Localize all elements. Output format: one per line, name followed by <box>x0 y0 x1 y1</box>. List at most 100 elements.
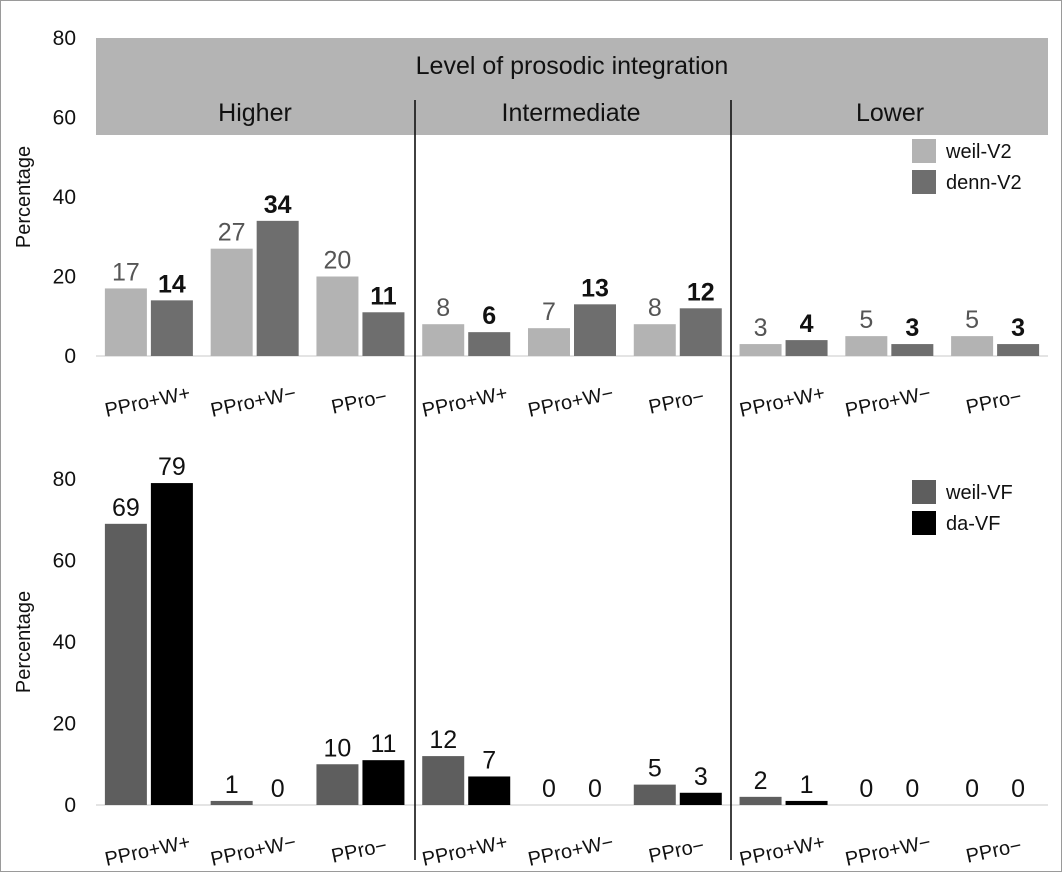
legend-swatch-denn-V2 <box>912 170 936 194</box>
bar-denn-V2-5 <box>574 304 616 356</box>
banner-title: Level of prosodic integration <box>416 52 729 80</box>
data-label-da-VF-9: 0 <box>1011 775 1025 803</box>
bar-weil-V2-3 <box>316 276 359 356</box>
data-label-weil-VF-5: 0 <box>542 775 556 803</box>
bar-weil-V2-5 <box>528 328 570 356</box>
data-label-denn-V2-9: 3 <box>1011 314 1025 342</box>
data-label-da-VF-5: 0 <box>588 775 602 803</box>
data-label-weil-V2-7: 3 <box>754 314 768 342</box>
data-label-denn-V2-3: 11 <box>370 282 397 310</box>
data-label-weil-V2-2: 27 <box>218 219 246 247</box>
bar-da-VF-3 <box>362 760 405 805</box>
category-label-4: PPro+W+ <box>420 382 509 422</box>
data-label-weil-VF-3: 10 <box>324 734 352 762</box>
y-tick-label: 60 <box>53 550 76 573</box>
data-label-da-VF-3: 11 <box>370 730 396 758</box>
category-label-1: PPro+W+ <box>103 831 192 871</box>
bar-weil-V2-1 <box>104 288 147 356</box>
category-label-1: PPro+W+ <box>103 382 192 422</box>
category-label-4: PPro+W+ <box>420 831 509 871</box>
legend-label-weil-V2: weil-V2 <box>945 141 1012 163</box>
data-label-denn-V2-2: 34 <box>264 191 292 219</box>
data-label-weil-VF-1: 69 <box>112 494 140 522</box>
category-label-7: PPro+W+ <box>738 831 827 871</box>
category-label-3: PPro− <box>329 835 389 868</box>
y-axis-label: Percentage <box>13 591 35 693</box>
data-label-weil-V2-5: 7 <box>542 298 556 326</box>
bar-denn-V2-1 <box>150 300 193 356</box>
category-label-6: PPro− <box>647 386 707 419</box>
bar-da-VF-4 <box>468 776 511 805</box>
data-label-denn-V2-7: 4 <box>800 310 814 338</box>
category-label-8: PPro+W− <box>843 382 932 422</box>
category-label-2: PPro+W− <box>209 831 298 871</box>
y-tick-label: 60 <box>53 107 76 130</box>
category-label-9: PPro− <box>964 835 1024 868</box>
data-label-weil-V2-1: 17 <box>112 258 140 286</box>
legend-label-denn-V2: denn-V2 <box>946 172 1022 194</box>
bar-weil-VF-4 <box>422 756 465 805</box>
bar-weil-V2-8 <box>845 336 888 356</box>
y-tick-label: 0 <box>64 345 76 368</box>
data-label-da-VF-8: 0 <box>905 775 919 803</box>
y-axis-label: Percentage <box>13 146 35 248</box>
data-label-weil-V2-4: 8 <box>436 294 450 322</box>
data-label-weil-VF-2: 1 <box>225 771 239 799</box>
data-label-denn-V2-4: 6 <box>482 302 496 330</box>
data-label-denn-V2-8: 3 <box>905 314 919 342</box>
bar-weil-VF-6 <box>633 784 676 805</box>
y-tick-label: 80 <box>53 27 76 50</box>
data-label-denn-V2-5: 13 <box>581 274 609 302</box>
bar-weil-V2-6 <box>633 324 676 356</box>
bar-weil-VF-7 <box>739 796 782 805</box>
legend-swatch-weil-V2 <box>912 139 936 163</box>
data-label-weil-V2-9: 5 <box>965 306 979 334</box>
bar-da-VF-1 <box>150 483 193 805</box>
bar-denn-V2-8 <box>891 344 934 356</box>
category-label-2: PPro+W− <box>209 382 298 422</box>
bar-denn-V2-6 <box>679 308 722 356</box>
bar-weil-V2-9 <box>951 336 994 356</box>
bar-da-VF-7 <box>785 800 828 805</box>
y-tick-label: 0 <box>64 794 76 817</box>
category-label-6: PPro− <box>647 835 707 868</box>
bar-da-VF-6 <box>679 792 722 805</box>
bar-denn-V2-3 <box>362 312 405 356</box>
data-label-denn-V2-6: 12 <box>687 278 715 306</box>
data-label-weil-V2-3: 20 <box>324 247 352 275</box>
category-label-7: PPro+W+ <box>738 382 827 422</box>
data-label-denn-V2-1: 14 <box>158 270 186 298</box>
panel-1: 0 20 40 60 80 Percentage Level of prosodic int… <box>13 27 1048 422</box>
data-label-weil-VF-6: 5 <box>648 755 662 783</box>
bar-weil-VF-2 <box>210 800 253 805</box>
bar-weil-VF-1 <box>104 523 147 805</box>
data-label-da-VF-2: 0 <box>271 775 285 803</box>
bar-weil-V2-4 <box>422 324 465 356</box>
category-label-5: PPro+W− <box>526 382 615 422</box>
legend-label-weil-VF: weil-VF <box>945 482 1013 504</box>
legend-swatch-da-VF <box>912 511 936 535</box>
data-label-weil-V2-8: 5 <box>859 306 873 334</box>
level-banner <box>96 38 1048 135</box>
data-label-da-VF-4: 7 <box>482 746 496 774</box>
bar-weil-VF-3 <box>316 764 359 805</box>
data-label-weil-VF-7: 2 <box>754 767 768 795</box>
level-label-intermediate: Intermediate <box>502 99 641 127</box>
data-label-weil-VF-4: 12 <box>429 726 457 754</box>
category-label-8: PPro+W− <box>843 831 932 871</box>
data-label-da-VF-1: 79 <box>158 453 186 481</box>
category-label-5: PPro+W− <box>526 831 615 871</box>
data-label-weil-V2-6: 8 <box>648 294 662 322</box>
bar-denn-V2-2 <box>256 220 299 356</box>
data-label-da-VF-7: 1 <box>800 771 814 799</box>
y-tick-label: 80 <box>53 468 76 491</box>
data-label-da-VF-6: 3 <box>694 763 708 791</box>
bar-denn-V2-9 <box>997 344 1040 356</box>
bar-denn-V2-4 <box>468 332 511 356</box>
legend-label-da-VF: da-VF <box>946 513 1000 535</box>
y-tick-label: 20 <box>53 713 76 736</box>
bar-denn-V2-7 <box>785 340 828 356</box>
level-label-lower: Lower <box>856 99 924 127</box>
